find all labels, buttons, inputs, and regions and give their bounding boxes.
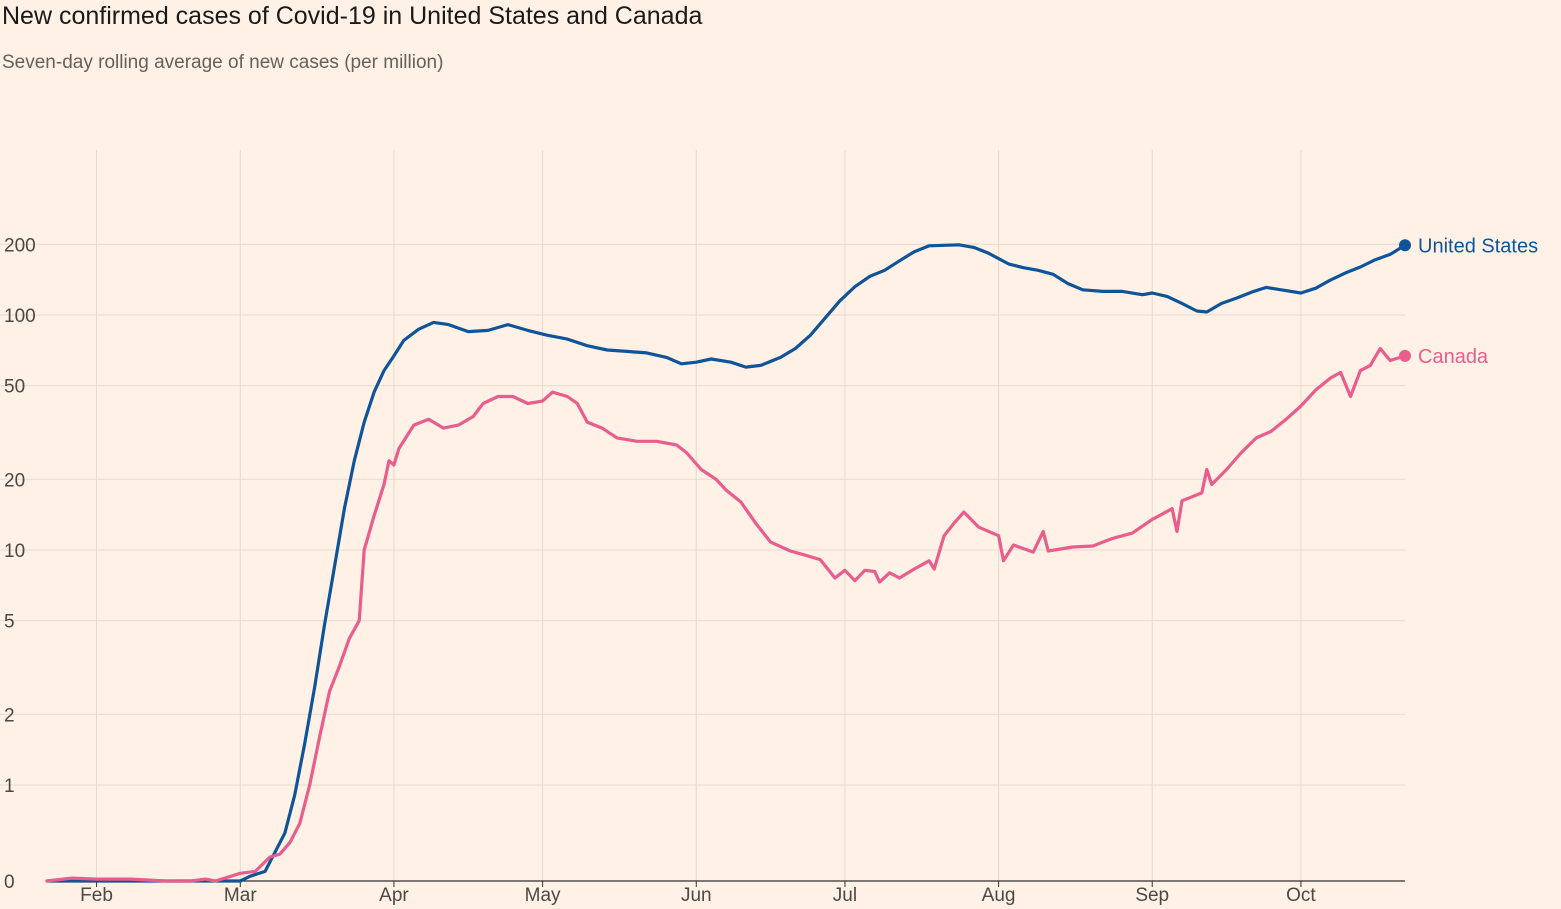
series-label-united-states: United States (1418, 235, 1538, 257)
y-tick-label: 1 (4, 776, 15, 797)
y-tick-label: 20 (4, 470, 25, 491)
x-tick-label: Sep (1135, 885, 1169, 906)
x-tick-label: May (525, 885, 561, 906)
series-label-canada: Canada (1418, 346, 1489, 368)
series-line-united-states (45, 243, 1407, 883)
y-tick-label: 10 (4, 541, 25, 562)
x-tick-label: Apr (379, 885, 409, 906)
chart-subtitle: Seven-day rolling average of new cases (… (2, 52, 444, 73)
series-end-marker-canada (1399, 349, 1411, 362)
y-tick-label: 0 (4, 872, 15, 893)
x-tick-label: Mar (224, 885, 257, 906)
y-tick-label: 100 (4, 306, 36, 327)
y-tick-label: 200 (4, 235, 36, 256)
y-tick-label: 2 (4, 705, 15, 726)
series-end-marker-united-states (1399, 239, 1411, 252)
x-tick-label: Feb (80, 885, 113, 906)
series-line-canada (45, 346, 1407, 883)
x-tick-label: Jun (681, 885, 712, 906)
x-tick-label: Aug (982, 885, 1016, 906)
chart-title: New confirmed cases of Covid-19 in Unite… (2, 2, 703, 30)
y-tick-label: 50 (4, 377, 25, 398)
x-tick-label: Jul (833, 885, 857, 906)
y-tick-label: 5 (4, 612, 15, 633)
x-tick-label: Oct (1286, 885, 1316, 906)
